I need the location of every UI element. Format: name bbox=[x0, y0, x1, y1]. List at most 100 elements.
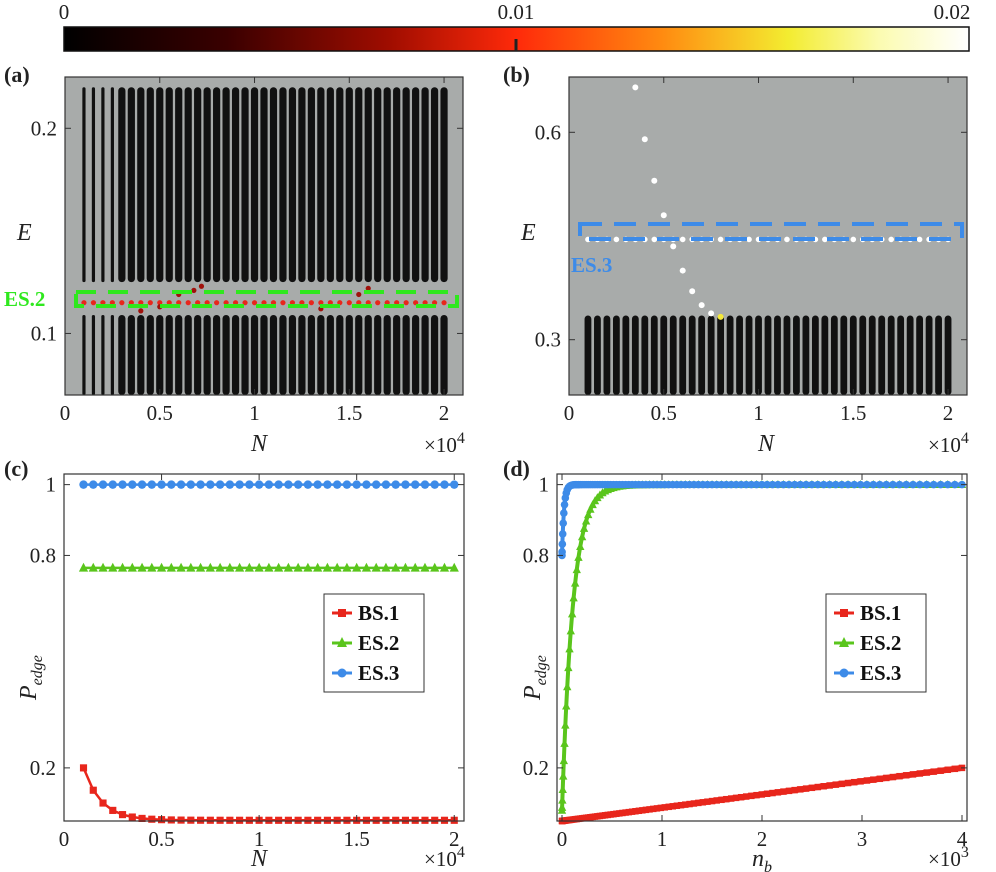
data-point-bs1 bbox=[708, 797, 716, 805]
panel-a-ytick-label: 0.2 bbox=[31, 116, 57, 140]
es2-box-label: ES.2 bbox=[4, 287, 45, 311]
data-point-es2 bbox=[88, 562, 98, 572]
edge-state-point bbox=[289, 300, 296, 306]
bulk-state-column bbox=[802, 315, 810, 395]
data-point-bs1 bbox=[727, 795, 735, 802]
panel-b-xtick-label: 2 bbox=[943, 401, 954, 425]
data-point-bs1 bbox=[774, 789, 782, 796]
data-point-es2 bbox=[430, 562, 440, 572]
edge-state-point bbox=[242, 300, 248, 306]
panel-b-exponent: ×104 bbox=[928, 430, 969, 457]
panel-c-ytick-label: 1 bbox=[46, 473, 57, 497]
decaying-state-point bbox=[717, 313, 724, 320]
data-point-es3 bbox=[137, 480, 147, 489]
panel-d-legend: BS.1 ES.2 ES.3 bbox=[825, 593, 927, 693]
decaying-state-point bbox=[651, 177, 658, 184]
edge-state-point bbox=[261, 300, 267, 306]
bulk-state-column bbox=[897, 315, 905, 395]
edge-state-point bbox=[157, 300, 163, 306]
data-point-bs1 bbox=[758, 791, 766, 798]
data-point-es2 bbox=[137, 562, 147, 572]
bulk-state-column bbox=[118, 314, 126, 395]
edge-state-point bbox=[223, 300, 229, 306]
edge-state-point bbox=[784, 236, 790, 243]
data-point-bs1 bbox=[686, 800, 693, 808]
bulk-state-column bbox=[878, 315, 886, 395]
data-point-es3 bbox=[559, 519, 568, 527]
data-point-es3 bbox=[936, 480, 945, 489]
data-point-es2 bbox=[586, 504, 595, 513]
data-point-es2 bbox=[557, 802, 567, 811]
edge-state-point bbox=[422, 300, 428, 306]
edge-state-point bbox=[384, 300, 390, 306]
data-point-es3 bbox=[254, 480, 264, 489]
edge-state-point bbox=[318, 300, 324, 306]
panel-c-ytick-label: 0.8 bbox=[30, 543, 56, 567]
legend-c-es2: ES.2 bbox=[358, 631, 399, 655]
data-point-bs1 bbox=[814, 783, 821, 791]
data-point-es3 bbox=[176, 480, 186, 489]
panel-a-ylabel: E bbox=[16, 220, 32, 246]
bulk-state-column bbox=[307, 87, 315, 283]
data-point-es3 bbox=[916, 480, 924, 489]
data-point-bs1 bbox=[723, 795, 730, 803]
panel-a: (a) ES.2 0 0.5 1 1.5 2 0.1 0.2 N E ×104 bbox=[4, 62, 465, 457]
data-point-bs1 bbox=[628, 808, 636, 815]
data-point-es3 bbox=[808, 480, 816, 489]
edge-state-point bbox=[299, 300, 305, 306]
data-point-es2 bbox=[558, 785, 567, 793]
decaying-state-point bbox=[641, 136, 648, 143]
data-point-bs1 bbox=[79, 764, 88, 772]
edge-state-point bbox=[888, 236, 894, 243]
edge-state-point bbox=[166, 300, 172, 306]
gap-state-point bbox=[356, 291, 362, 298]
edge-state-point bbox=[90, 300, 97, 306]
bulk-state-column bbox=[82, 314, 86, 395]
bulk-state-column bbox=[603, 315, 611, 395]
bulk-state-column bbox=[175, 314, 183, 395]
edge-state-point bbox=[185, 300, 191, 306]
data-point-bs1 bbox=[737, 793, 745, 801]
data-point-bs1 bbox=[916, 770, 924, 777]
bulk-state-column bbox=[345, 314, 353, 395]
bulk-state-column bbox=[231, 314, 240, 395]
gap-state-point bbox=[198, 283, 205, 289]
panel-b-label: (b) bbox=[503, 62, 530, 87]
data-point-bs1 bbox=[236, 816, 244, 824]
data-point-bs1 bbox=[742, 793, 750, 800]
data-point-es3 bbox=[796, 480, 805, 489]
es3-box bbox=[578, 222, 964, 241]
data-point-es2 bbox=[108, 562, 118, 572]
bulk-state-column bbox=[91, 314, 96, 395]
data-point-es2 bbox=[361, 562, 372, 572]
panel-d-label: (d) bbox=[503, 456, 530, 481]
edge-state-point bbox=[327, 300, 333, 306]
data-point-es3 bbox=[747, 480, 756, 489]
data-point-bs1 bbox=[844, 779, 852, 787]
data-point-bs1 bbox=[216, 816, 224, 824]
gap-state-point bbox=[191, 287, 197, 293]
data-point-bs1 bbox=[808, 784, 816, 792]
data-point-bs1 bbox=[889, 773, 897, 781]
data-point-es3 bbox=[863, 480, 871, 489]
bulk-state-column bbox=[146, 314, 154, 395]
legend-c-bs1: BS.1 bbox=[358, 601, 399, 625]
decaying-state-point bbox=[708, 310, 715, 317]
bulk-state-column bbox=[137, 314, 145, 395]
data-point-es2 bbox=[570, 578, 580, 587]
data-point-bs1 bbox=[138, 814, 146, 822]
panel-b-frame bbox=[568, 76, 968, 396]
data-point-bs1 bbox=[314, 816, 322, 824]
bulk-state-column bbox=[279, 87, 287, 283]
data-point-bs1 bbox=[791, 786, 798, 794]
bulk-state-column bbox=[250, 314, 259, 395]
data-point-es3 bbox=[362, 480, 371, 489]
data-point-bs1 bbox=[661, 804, 668, 811]
data-point-bs1 bbox=[857, 778, 864, 785]
data-point-bs1 bbox=[883, 774, 890, 782]
edge-state-point bbox=[746, 236, 752, 243]
bulk-state-column bbox=[101, 314, 105, 395]
data-point-bs1 bbox=[657, 804, 665, 812]
data-point-es2 bbox=[195, 562, 206, 572]
